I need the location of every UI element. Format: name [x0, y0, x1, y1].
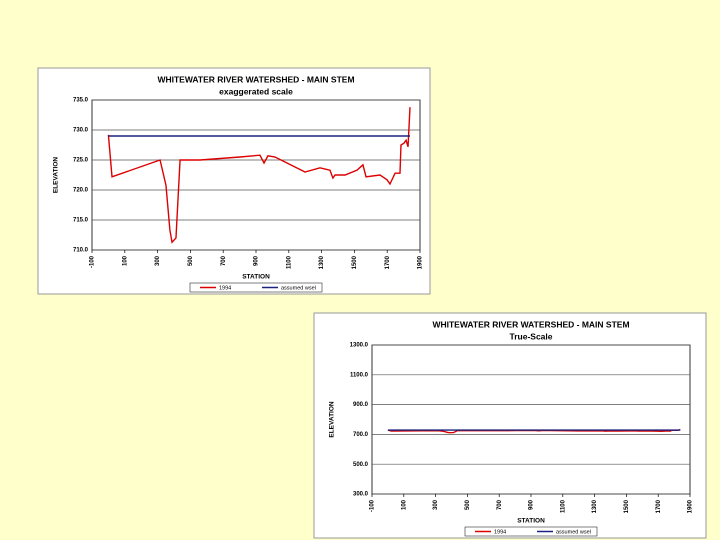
x-tick-label: 1300: [592, 499, 598, 513]
y-tick-label: 735.0: [73, 98, 89, 104]
x-tick-label: 1500: [352, 255, 358, 269]
x-tick-label: 700: [221, 255, 227, 266]
y-tick-label: 1300.0: [350, 343, 369, 349]
x-tick-label: 300: [155, 255, 161, 266]
plot-area: [91, 99, 421, 251]
x-tick-label: 1100: [560, 499, 566, 513]
chart-title: WHITEWATER RIVER WATERSHED - MAIN STEM: [432, 319, 629, 329]
x-tick-label: 1700: [385, 255, 391, 269]
legend-label: 1994: [219, 285, 231, 291]
x-tick-label: -100: [370, 499, 376, 512]
legend-label: assumed wsel: [556, 529, 591, 535]
chart-title: WHITEWATER RIVER WATERSHED - MAIN STEM: [157, 74, 354, 84]
chart: WHITEWATER RIVER WATERSHED - MAIN STEM Tr…: [313, 312, 707, 539]
y-tick-label: 725.0: [73, 158, 89, 164]
x-tick-label: 1900: [418, 255, 424, 269]
y-tick-label: 300.0: [353, 492, 369, 498]
y-tick-label: 500.0: [353, 462, 369, 468]
x-tick-label: 1300: [319, 255, 325, 269]
y-tick-label: 1100.0: [350, 372, 369, 378]
y-tick-label: 720.0: [73, 188, 89, 194]
y-axis-label: ELEVATION: [329, 401, 336, 438]
x-tick-label: 300: [433, 499, 439, 510]
x-tick-label: 900: [529, 499, 535, 510]
x-tick-label: 500: [465, 499, 471, 510]
x-tick-label: 500: [188, 255, 194, 266]
x-tick-label: 700: [497, 499, 503, 510]
legend-label: assumed wsel: [281, 285, 316, 291]
x-axis-label: STATION: [517, 518, 545, 525]
y-tick-label: 730.0: [73, 128, 89, 134]
x-tick-label: 900: [254, 255, 260, 266]
x-tick-label: 100: [401, 499, 407, 510]
legend-box: [464, 526, 598, 537]
x-axis-label: STATION: [242, 274, 270, 281]
x-tick-label: 1100: [286, 255, 292, 269]
x-tick-label: 1500: [624, 499, 630, 513]
x-tick-label: 1900: [688, 499, 694, 513]
data-line: [387, 428, 681, 434]
plot-area: [371, 344, 691, 495]
x-tick-label: 100: [122, 255, 128, 266]
y-tick-label: 700.0: [353, 432, 369, 438]
chart-subtitle: exaggerated scale: [219, 86, 293, 96]
y-tick-label: 710.0: [73, 248, 89, 254]
y-tick-label: 900.0: [353, 402, 369, 408]
legend-box: [189, 282, 323, 293]
chart: WHITEWATER RIVER WATERSHED - MAIN STEM ex…: [37, 67, 431, 295]
y-tick-label: 715.0: [73, 218, 89, 224]
x-tick-label: -100: [90, 255, 96, 268]
legend-label: 1994: [494, 529, 506, 535]
data-line: [107, 107, 411, 244]
chart-subtitle: True-Scale: [510, 331, 553, 341]
y-axis-label: ELEVATION: [53, 157, 60, 194]
x-tick-label: 1700: [656, 499, 662, 513]
